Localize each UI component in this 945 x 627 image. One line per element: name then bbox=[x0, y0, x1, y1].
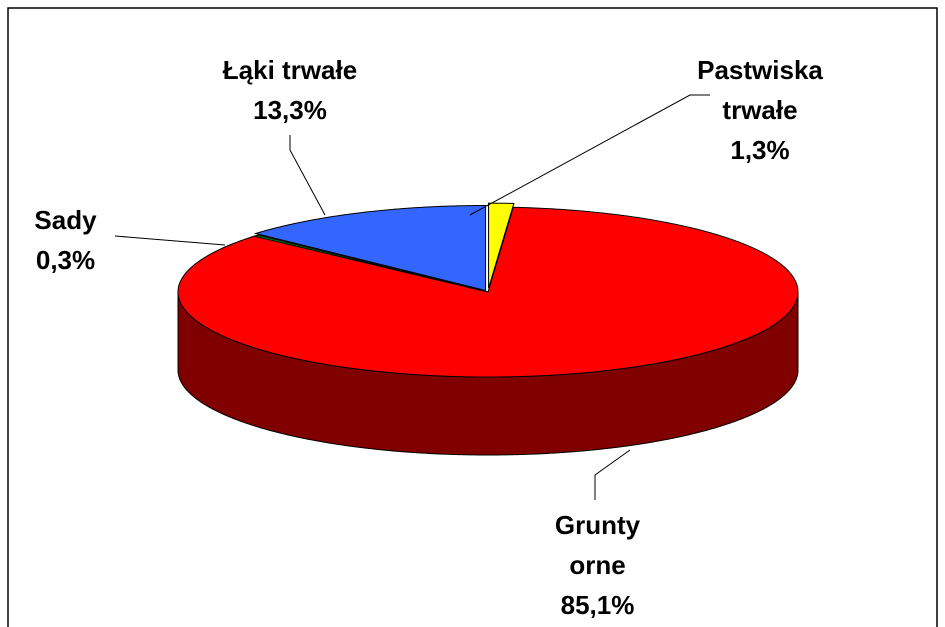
slice-label: Sady 0,3% bbox=[18, 200, 113, 280]
leader-line bbox=[289, 135, 326, 216]
slice bbox=[253, 204, 487, 292]
slice-label: Pastwiska trwałe 1,3% bbox=[660, 50, 860, 170]
slice bbox=[252, 234, 489, 293]
leader-line bbox=[469, 94, 710, 216]
leader-line bbox=[114, 235, 226, 246]
leader-line bbox=[594, 449, 631, 500]
category-label: Grunty orne bbox=[554, 510, 641, 580]
slice bbox=[177, 206, 799, 378]
slice-label: Grunty orne 85,1% bbox=[540, 505, 655, 625]
value-label: 13,3% bbox=[253, 95, 327, 125]
slice-label: Łąki trwałe 13,3% bbox=[190, 50, 390, 130]
value-label: 85,1% bbox=[560, 590, 635, 620]
frame bbox=[7, 7, 938, 627]
value-label: 1,3% bbox=[730, 135, 790, 165]
value-label: 0,3% bbox=[35, 245, 96, 275]
category-label: Pastwiska trwałe bbox=[697, 55, 823, 125]
category-label: Sady bbox=[34, 205, 97, 235]
category-label: Łąki trwałe bbox=[222, 55, 358, 85]
